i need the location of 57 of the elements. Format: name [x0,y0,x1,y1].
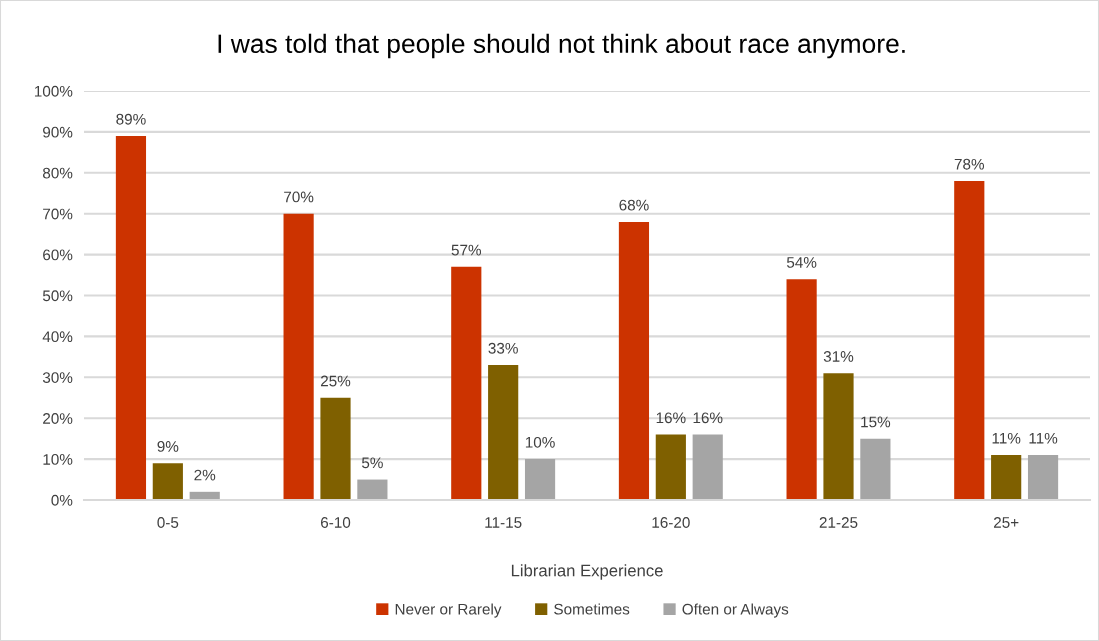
bar [283,213,314,500]
bar [991,455,1022,500]
x-tick-label: 0-5 [157,517,179,528]
bar [320,397,351,500]
y-tick-label: 90% [43,126,73,138]
x-axis-title: Librarian Experience [511,564,663,580]
data-label: 5% [361,457,383,469]
bar [692,434,723,500]
bar [786,279,817,500]
bar [357,479,388,500]
x-tick-label: 6-10 [320,517,351,528]
x-tick-label: 21-25 [819,517,858,528]
data-label: 10% [525,436,555,448]
bar [152,463,183,500]
data-label: 11% [1029,432,1058,444]
data-label: 31% [823,351,854,362]
data-label: 11% [992,432,1021,444]
data-label: 54% [786,257,817,268]
y-tick-label: 70% [43,208,73,220]
data-label: 9% [157,441,179,452]
data-label: 78% [954,158,985,170]
x-tick-label: 25+ [993,517,1019,528]
bar [655,434,686,500]
data-label: 2% [194,469,216,481]
bar [618,221,650,500]
data-label: 16% [656,412,686,424]
data-label: 25% [320,375,351,387]
bar [1027,455,1059,500]
bar [115,135,147,500]
bar [488,365,519,500]
x-tick-label: 16-20 [652,517,690,528]
data-label: 16% [693,412,723,424]
y-tick-label: 60% [43,249,73,261]
y-tick-label: 100% [34,85,73,97]
data-label: 68% [619,199,649,211]
bar [524,459,556,500]
data-label: 33% [488,342,518,354]
bar [860,438,891,500]
bar [451,266,482,500]
y-tick-label: 0% [51,494,73,506]
legend-label: Never or Rarely [395,603,502,618]
y-tick-label: 40% [42,331,73,343]
data-label: 70% [284,191,314,203]
data-label: 15% [861,416,891,428]
y-tick-label: 10% [43,453,73,465]
bar [823,373,854,500]
y-tick-label: 20% [43,413,73,424]
y-tick-label: 80% [42,167,73,179]
x-tick-label: 11-15 [485,517,522,528]
chart-title: I was told that people should not think about race anymore. [218,33,905,59]
legend-label: Sometimes [554,603,630,615]
y-tick-label: 50% [42,290,73,302]
data-label: 57% [451,244,482,256]
y-tick-label: 30% [42,372,73,383]
data-label: 89% [116,113,146,125]
bar [954,180,985,500]
legend-label: Often or Always [682,603,789,618]
